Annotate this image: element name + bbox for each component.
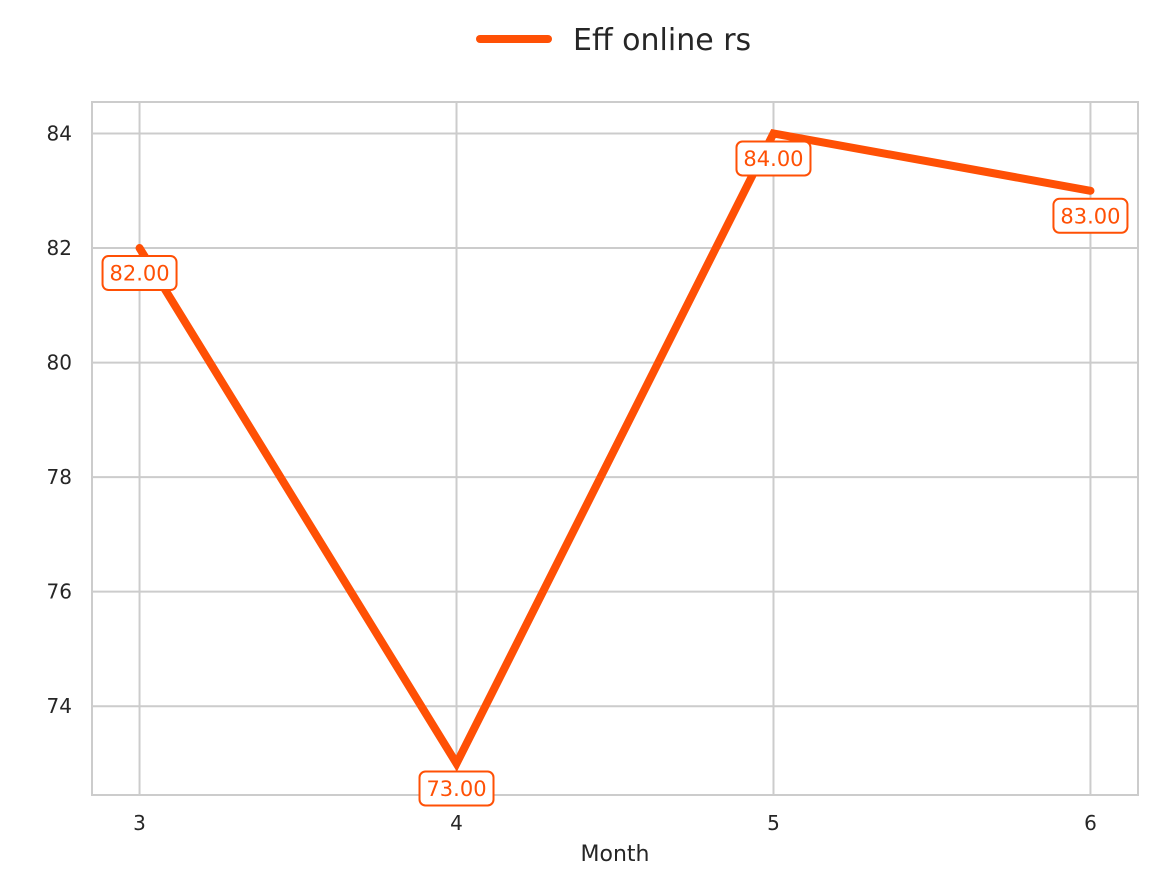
data-label-text: 82.00 (109, 262, 169, 286)
y-tick-label: 78 (47, 465, 72, 489)
data-label-text: 83.00 (1060, 204, 1120, 228)
x-tick-label: 6 (1084, 811, 1097, 835)
y-tick-label: 74 (47, 694, 72, 718)
series-line (135, 129, 1095, 772)
data-label: 83.00 (1052, 197, 1129, 234)
x-tick-label: 4 (450, 811, 463, 835)
data-labels: 82.00 73.00 84.00 83.00 (101, 140, 1129, 807)
legend-label: Eff online rs (573, 23, 751, 58)
data-label: 82.00 (101, 255, 178, 292)
data-label-box (101, 255, 178, 292)
data-label: 84.00 (735, 140, 812, 177)
data-label-box (735, 140, 812, 177)
series-group (135, 129, 1095, 772)
y-tick-label: 76 (47, 580, 72, 604)
data-label-box (1052, 197, 1129, 234)
y-tick-label: 80 (47, 351, 72, 375)
data-label-text: 73.00 (426, 777, 486, 801)
plot-frame (91, 101, 1139, 796)
x-tick-label: 5 (767, 811, 780, 835)
x-tick-label: 3 (133, 811, 146, 835)
y-axis: 74 76 78 80 82 84 (47, 122, 72, 719)
grid (92, 102, 1138, 795)
data-label: 73.00 (418, 770, 495, 807)
data-label-text: 84.00 (743, 147, 803, 171)
x-axis: 3 4 5 6 (133, 811, 1097, 835)
data-label-box (418, 770, 495, 807)
legend: Eff online rs (476, 23, 751, 58)
y-tick-label: 82 (47, 236, 72, 260)
y-tick-label: 84 (47, 122, 72, 146)
x-axis-label: Month (581, 842, 650, 867)
